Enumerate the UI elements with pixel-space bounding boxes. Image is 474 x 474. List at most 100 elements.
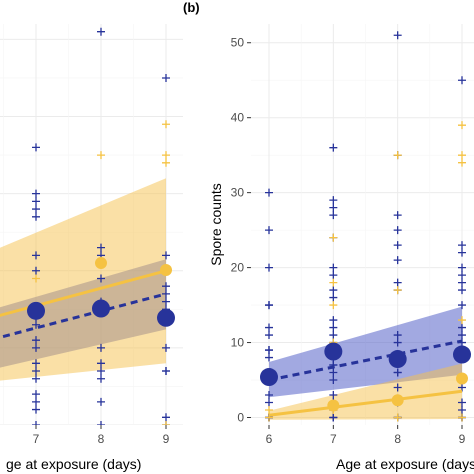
- y-tick-label: 40: [231, 111, 245, 125]
- blue-fit-line: [268, 339, 463, 382]
- blue-data-point: [458, 241, 466, 250]
- panel-label-b: (b): [183, 0, 200, 15]
- blue-data-point: [393, 368, 402, 377]
- blue-data-point: [329, 263, 338, 272]
- yellow-data-point: [162, 421, 170, 425]
- blue-data-point: [329, 293, 338, 302]
- yellow-data-point: [393, 413, 402, 422]
- yellow-mean-point: [160, 263, 172, 276]
- yellow-mean-point: [391, 394, 404, 407]
- yellow-data-point: [265, 406, 273, 415]
- blue-data-point: [458, 301, 466, 310]
- blue-data-point: [393, 278, 402, 287]
- y-tick-label: 0: [237, 411, 244, 425]
- blue-data-point: [265, 353, 273, 362]
- blue-data-point: [265, 323, 273, 332]
- yellow-confidence-band: [0, 178, 166, 381]
- blue-data-point: [329, 196, 338, 205]
- blue-data-point: [32, 374, 40, 383]
- yellow-data-point: [162, 120, 170, 129]
- blue-data-point: [32, 336, 40, 345]
- x-tick-label: 7: [33, 432, 40, 446]
- blue-data-point: [97, 421, 105, 425]
- yellow-data-point: [162, 151, 170, 160]
- blue-data-point: [97, 243, 105, 252]
- yellow-data-point: [458, 151, 466, 160]
- blue-data-point: [265, 398, 273, 407]
- yellow-data-point: [393, 286, 402, 295]
- blue-data-point: [162, 413, 170, 422]
- blue-data-point: [393, 241, 402, 250]
- blue-data-point: [265, 188, 273, 197]
- x-tick-label: 9: [163, 432, 170, 446]
- blue-data-point: [32, 397, 40, 406]
- blue-mean-point: [388, 350, 407, 369]
- y-tick-label: 50: [231, 36, 245, 50]
- blue-data-point: [32, 205, 40, 214]
- yellow-data-point: [97, 151, 105, 160]
- blue-data-point: [265, 391, 273, 400]
- blue-data-point: [265, 226, 273, 235]
- blue-fit-line: [0, 292, 167, 339]
- yellow-data-point: [458, 316, 466, 325]
- panel-b: 6 7 8 9 0 10 20 30 40 50 Spore counts Age at exposu…: [208, 24, 474, 472]
- blue-data-point: [329, 376, 338, 385]
- blue-data-point: [32, 390, 40, 399]
- blue-data-point: [458, 398, 466, 407]
- blue-data-point: [393, 331, 402, 340]
- blue-data-point: [329, 286, 338, 295]
- plot-area: [0, 24, 183, 425]
- blue-data-point: [458, 406, 466, 415]
- blue-mean-point: [324, 342, 343, 361]
- yellow-data-point: [458, 413, 466, 422]
- blue-data-point: [458, 278, 466, 287]
- blue-data-point: [162, 73, 170, 82]
- yellow-mean-point: [456, 372, 468, 385]
- blue-data-point: [32, 421, 40, 425]
- blue-data-point: [97, 359, 105, 368]
- blue-data-point: [393, 31, 402, 40]
- blue-data-point: [458, 76, 466, 85]
- blue-data-point: [329, 368, 338, 377]
- x-tick-label: 8: [394, 432, 401, 446]
- blue-data-point: [393, 226, 402, 235]
- plot-area: [251, 24, 474, 425]
- blue-data-point: [32, 189, 40, 198]
- blue-data-point: [32, 343, 40, 352]
- yellow-mean-point: [327, 399, 340, 412]
- blue-data-point: [265, 301, 273, 310]
- blue-data-point: [458, 263, 466, 272]
- blue-data-point: [162, 297, 170, 306]
- yellow-data-point: [458, 121, 466, 130]
- blue-data-point: [329, 271, 338, 280]
- blue-data-point: [32, 266, 40, 275]
- blue-data-point: [97, 343, 105, 352]
- blue-data-point: [458, 248, 466, 257]
- blue-data-point: [32, 143, 40, 152]
- blue-mean-point: [260, 368, 278, 387]
- x-tick-label: 7: [330, 432, 337, 446]
- y-axis-title: Spore counts: [208, 183, 224, 266]
- blue-data-point: [329, 323, 338, 332]
- yellow-mean-point: [95, 257, 107, 270]
- blue-data-point: [329, 211, 338, 220]
- blue-data-point: [329, 316, 338, 325]
- blue-data-point: [329, 203, 338, 212]
- blue-data-point: [162, 367, 170, 376]
- yellow-confidence-band: [269, 363, 462, 420]
- yellow-data-point: [32, 274, 40, 283]
- yellow-data-point: [162, 158, 170, 167]
- y-tick-label: 30: [231, 186, 245, 200]
- blue-data-point: [32, 367, 40, 376]
- blue-data-point: [393, 211, 402, 220]
- yellow-data-point: [458, 158, 466, 167]
- blue-data-point: [393, 338, 402, 347]
- x-tick-label: 9: [459, 432, 466, 446]
- blue-data-point: [393, 383, 402, 392]
- x-axis-title: ge at exposure (days): [6, 456, 141, 472]
- blue-data-point: [162, 282, 170, 291]
- blue-data-point: [32, 359, 40, 368]
- blue-data-point: [97, 367, 105, 376]
- blue-confidence-band: [269, 306, 462, 398]
